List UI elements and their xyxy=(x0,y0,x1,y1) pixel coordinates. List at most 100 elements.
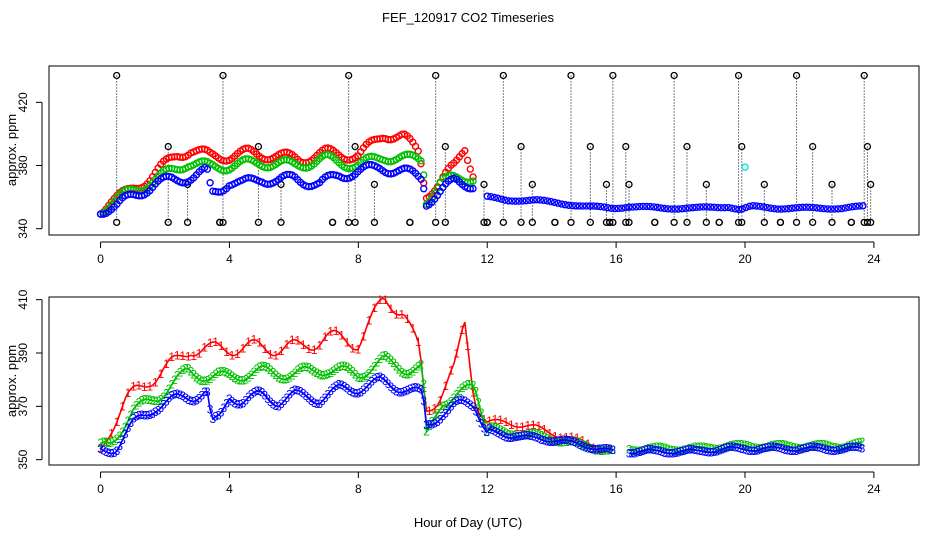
series-1-line xyxy=(100,297,613,452)
series-continuous-point xyxy=(635,202,644,211)
series-continuous-point xyxy=(650,203,658,211)
flag-marker xyxy=(792,218,801,227)
bottom-x-tick-label: 16 xyxy=(609,482,623,496)
flag-marker xyxy=(328,218,337,227)
series-continuous-point xyxy=(575,202,584,210)
top-y-tick-label: 380 xyxy=(16,155,30,175)
flag-marker xyxy=(738,218,746,227)
flag-marker xyxy=(609,71,617,80)
series-continuous-point xyxy=(657,204,665,212)
bottom-y-axis-label: approx. ppm xyxy=(4,345,19,417)
flag-marker xyxy=(277,218,285,227)
series-continuous-point xyxy=(731,205,740,213)
flag-marker xyxy=(406,218,414,227)
top-x-tick-label: 0 xyxy=(97,252,104,266)
series-continuous-point xyxy=(667,205,676,213)
series-3-line xyxy=(100,376,613,455)
series-continuous-point xyxy=(767,204,775,212)
series-3-line xyxy=(629,446,863,455)
bottom-plot-frame xyxy=(48,296,920,466)
top-x-tick-label: 20 xyxy=(738,252,752,266)
series-continuous-point xyxy=(770,205,779,213)
series-2-point xyxy=(469,177,477,185)
series-continuous-point xyxy=(600,203,608,211)
flag-marker xyxy=(683,218,691,227)
series-continuous-point xyxy=(795,203,803,212)
series-1-point xyxy=(461,147,469,155)
series-continuous-point xyxy=(759,203,768,211)
flag-marker xyxy=(164,218,172,227)
series-continuous-point xyxy=(674,205,683,213)
flag-marker xyxy=(113,218,121,227)
series-continuous-point xyxy=(848,203,856,211)
series-continuous-point xyxy=(646,202,654,211)
flag-marker xyxy=(370,180,379,189)
series-2-line xyxy=(100,354,613,452)
flag-marker xyxy=(432,71,440,80)
flag-marker xyxy=(828,218,836,227)
x-axis-label: Hour of Day (UTC) xyxy=(414,515,522,530)
series-continuous-point xyxy=(565,201,573,209)
flag-marker xyxy=(622,218,630,227)
series-3-point xyxy=(206,179,214,187)
flag-marker xyxy=(113,71,121,80)
bottom-y-tick-label: 370 xyxy=(16,396,30,416)
flag-marker xyxy=(625,218,633,227)
flag-marker xyxy=(499,71,507,80)
series-continuous-point xyxy=(784,204,793,213)
series-continuous-point xyxy=(579,202,587,210)
series-3-point xyxy=(203,165,212,173)
flag-marker xyxy=(528,180,536,189)
flag-marker xyxy=(809,218,817,227)
bottom-x-tick-label: 24 xyxy=(867,482,881,496)
series-continuous-point xyxy=(816,204,825,212)
series-continuous-point xyxy=(827,205,835,213)
series-continuous-point xyxy=(813,204,821,212)
series-continuous-point xyxy=(529,196,537,204)
flag-marker xyxy=(483,218,491,227)
flag-marker xyxy=(702,180,710,189)
flag-marker xyxy=(441,218,449,227)
top-panel: approx. ppm 0 4 8 12 16 20 24 340 380 420 xyxy=(4,65,920,266)
series-continuous-point xyxy=(823,205,832,213)
series-3-label: 3 xyxy=(609,443,616,457)
series-continuous-point xyxy=(749,202,757,210)
series-continuous-point xyxy=(582,202,591,210)
flag-marker xyxy=(351,218,359,227)
flag-marker xyxy=(863,142,872,151)
top-y-tick-label: 420 xyxy=(16,92,30,112)
series-continuous-point xyxy=(618,204,626,212)
series-continuous-point xyxy=(713,203,722,212)
series-continuous-point xyxy=(837,204,846,213)
series-continuous-point xyxy=(526,196,534,204)
series-continuous-point xyxy=(752,202,761,210)
series-continuous-point xyxy=(518,197,527,205)
flag-marker xyxy=(828,180,836,189)
flag-marker xyxy=(847,218,855,227)
series-continuous-point xyxy=(682,204,690,213)
top-y-axis-label: approx. ppm xyxy=(4,114,19,186)
series-continuous-point xyxy=(798,203,807,211)
series-continuous-point xyxy=(834,205,842,213)
flag-marker xyxy=(860,71,868,80)
flag-marker xyxy=(609,218,617,227)
flag-marker xyxy=(528,218,536,227)
series-continuous-point xyxy=(501,196,509,204)
series-3-point xyxy=(466,185,475,193)
annotation-marker xyxy=(741,163,749,171)
flag-marker xyxy=(586,218,594,227)
flag-marker xyxy=(760,180,768,189)
series-continuous-point xyxy=(692,203,701,212)
series-continuous-point xyxy=(777,205,786,213)
chart-title: FEF_120917 CO2 Timeseries xyxy=(382,10,554,25)
top-x-tick-label: 16 xyxy=(609,252,623,266)
flag-marker xyxy=(622,142,630,151)
flag-marker xyxy=(480,180,488,189)
series-continuous-point xyxy=(589,202,598,210)
series-continuous-point xyxy=(547,197,555,206)
series-continuous-point xyxy=(543,197,552,205)
flag-marker xyxy=(683,142,691,151)
series-2-label: 2 xyxy=(859,435,866,449)
